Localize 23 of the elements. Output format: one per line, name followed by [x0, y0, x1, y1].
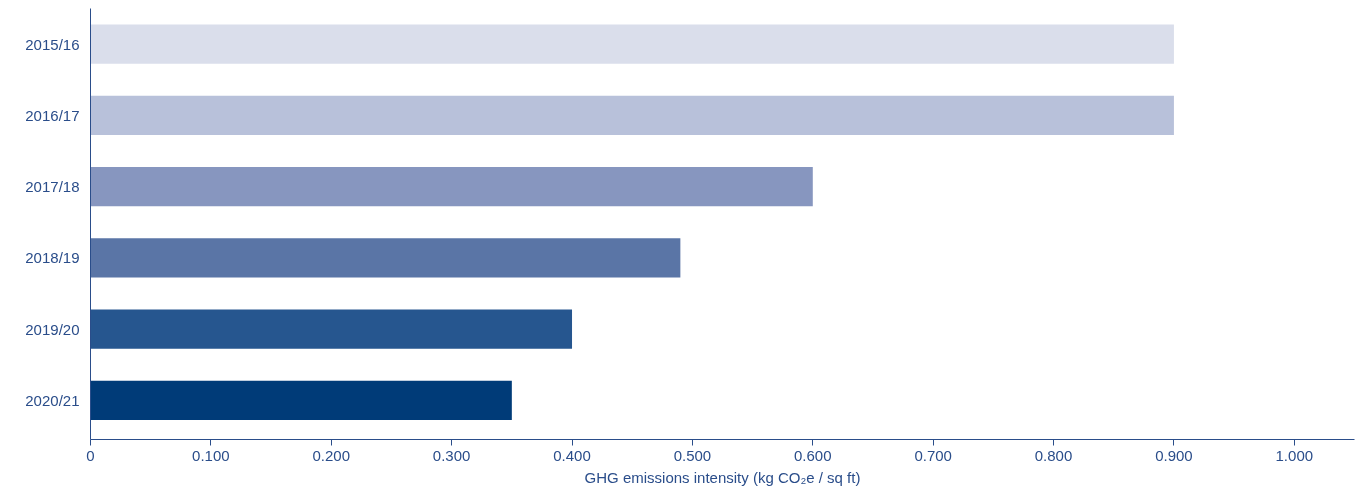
y-tick-label: 2020/21: [25, 391, 80, 409]
bar: [90, 238, 681, 278]
bar: [90, 24, 1174, 64]
x-tick-label: 0.800: [1034, 446, 1073, 464]
x-axis-title: GHG emissions intensity (kg CO₂e / sq ft): [584, 468, 861, 486]
bar: [90, 380, 512, 420]
y-tick-label: 2018/19: [25, 249, 80, 267]
x-tick-label: 0.400: [553, 446, 591, 464]
x-tick-label: 0.300: [432, 446, 471, 464]
x-tick-label: 0.600: [794, 446, 832, 464]
y-tick-label: 2017/18: [25, 178, 80, 196]
y-tick-label: 2019/20: [25, 320, 80, 338]
bar: [90, 95, 1174, 135]
x-tick-label: 0.900: [1155, 446, 1193, 464]
x-tick-label: 0.100: [192, 446, 230, 464]
y-tick-label: 2015/16: [25, 35, 80, 53]
y-tick-label: 2016/17: [25, 106, 80, 124]
x-tick-label: 0.700: [914, 446, 952, 464]
x-tick-label: 0.200: [312, 446, 351, 464]
x-tick-label: 0: [86, 446, 95, 464]
bar: [90, 167, 813, 207]
x-tick-label: 1.000: [1275, 446, 1314, 464]
x-tick-label: 0.500: [673, 446, 712, 464]
